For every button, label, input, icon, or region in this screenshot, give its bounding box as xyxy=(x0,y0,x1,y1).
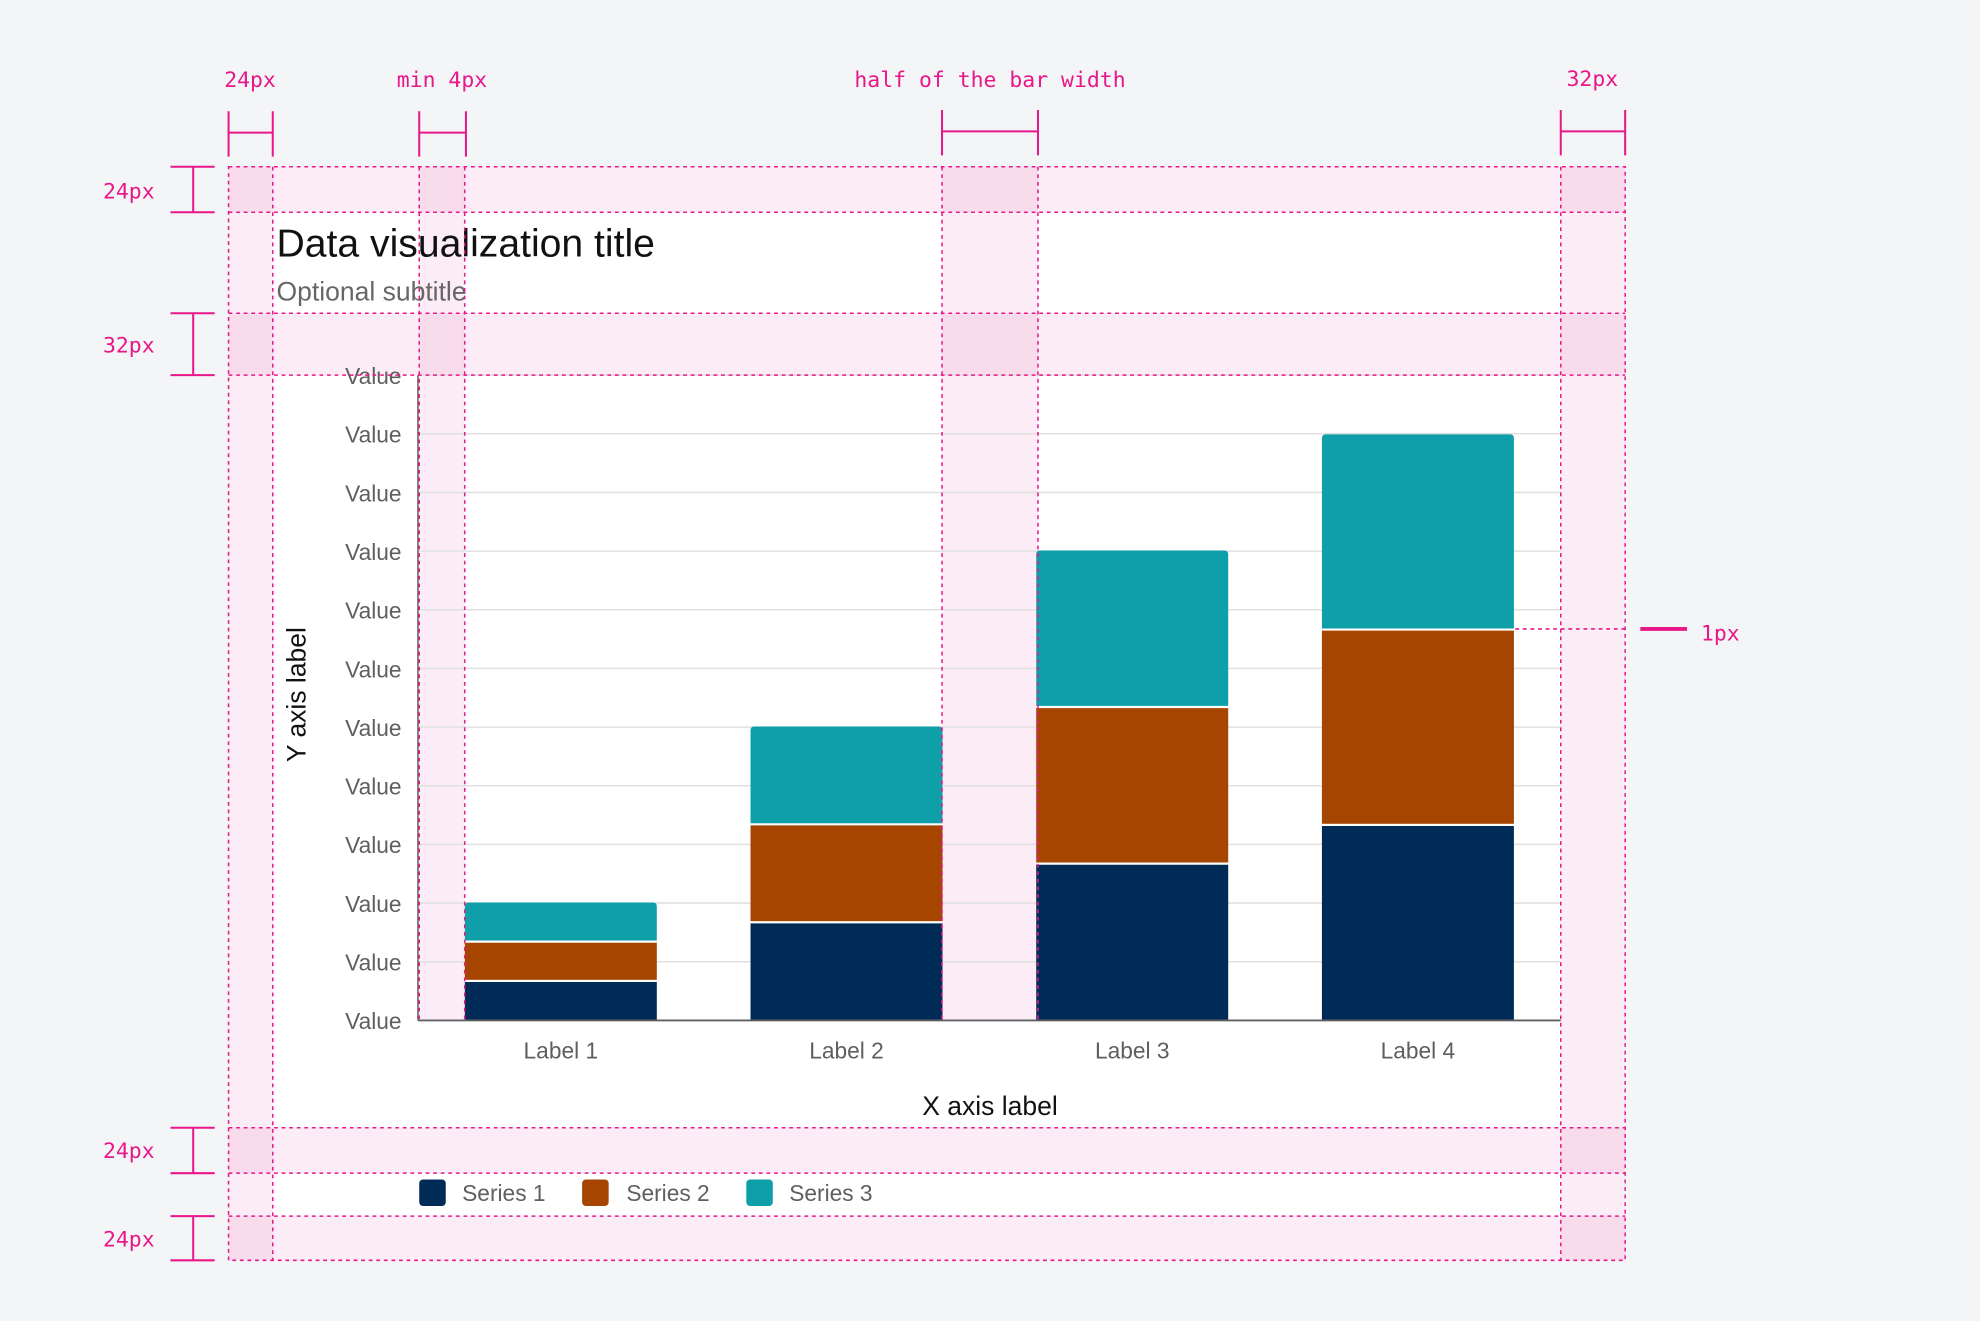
horizontal-measure-left-padding: 24px xyxy=(224,68,276,157)
bar-segment-3-1[interactable] xyxy=(464,902,657,941)
legend-label: Series 3 xyxy=(789,1180,872,1206)
svg-text:32px: 32px xyxy=(1566,67,1618,92)
x-tick-label: Label 2 xyxy=(809,1037,884,1063)
bar-segment-3-3[interactable] xyxy=(1036,550,1229,706)
vertical-measure-bottom-padding: 24px xyxy=(103,1215,215,1262)
legend-swatch xyxy=(419,1179,446,1207)
vertical-measure-top-padding: 24px xyxy=(103,165,215,214)
x-tick-label: Label 1 xyxy=(524,1037,599,1063)
y-axis-label: Y axis label xyxy=(282,627,312,762)
legend-item-series-3[interactable]: Series 3 xyxy=(746,1179,873,1207)
bar-segment-1-3[interactable] xyxy=(1036,863,1229,1021)
y-tick-label: Value xyxy=(345,539,401,565)
x-tick-label: Label 4 xyxy=(1381,1037,1456,1063)
bar-segment-1-2[interactable] xyxy=(750,922,943,1021)
legend-label: Series 1 xyxy=(462,1180,545,1206)
legend-item-series-1[interactable]: Series 1 xyxy=(419,1179,546,1207)
y-tick-label: Value xyxy=(345,1008,401,1034)
chart-subtitle: Optional subtitle xyxy=(277,277,467,307)
bar-segment-2-1[interactable] xyxy=(464,941,657,980)
horizontal-measure-half-bar: half of the bar width xyxy=(854,68,1126,156)
legend-swatch xyxy=(582,1179,609,1207)
svg-text:1px: 1px xyxy=(1701,621,1740,646)
legend-label: Series 2 xyxy=(626,1180,709,1206)
y-tick-label: Value xyxy=(345,950,401,976)
x-tick-label: Label 3 xyxy=(1095,1037,1170,1063)
y-tick-label: Value xyxy=(345,480,401,506)
y-tick-labels: Value Value Value Value Value Value Value Value… xyxy=(345,363,401,1034)
vertical-measure-title-gap: 32px xyxy=(103,312,215,377)
svg-text:24px: 24px xyxy=(103,179,155,204)
svg-text:24px: 24px xyxy=(103,1227,155,1252)
spacing-bands xyxy=(228,166,1626,1261)
y-tick-label: Value xyxy=(345,422,401,448)
bar-segment-3-2[interactable] xyxy=(750,726,943,824)
bar-segment-2-3[interactable] xyxy=(1036,707,1229,863)
vertical-measure-legend-gap: 24px xyxy=(103,1126,215,1175)
guide-lines xyxy=(227,166,1626,1262)
band-bottom xyxy=(228,1216,1626,1261)
band-min-gap xyxy=(419,166,465,1021)
bar-segment-2-2[interactable] xyxy=(750,824,943,922)
y-tick-label: Value xyxy=(345,363,401,389)
band-half-bar xyxy=(942,166,1038,1021)
chart-title: Data visualization title xyxy=(277,222,655,265)
svg-text:min 4px: min 4px xyxy=(397,68,487,93)
legend: Series 1 Series 2 Series 3 xyxy=(419,1179,873,1207)
y-tick-label: Value xyxy=(345,832,401,858)
y-tick-label: Value xyxy=(345,891,401,917)
svg-text:half of the bar width: half of the bar width xyxy=(854,68,1125,93)
y-tick-label: Value xyxy=(345,656,401,682)
redline-annotations: 24px min 4px half of the bar width 32px … xyxy=(103,67,1740,1262)
y-tick-label: Value xyxy=(345,715,401,741)
divider-measure: 1px xyxy=(1640,621,1740,646)
horizontal-measure-right-padding: 32px xyxy=(1559,67,1627,156)
y-tick-label: Value xyxy=(345,774,401,800)
y-tick-label: Value xyxy=(345,598,401,624)
bar-segment-2-4[interactable] xyxy=(1321,629,1514,824)
legend-item-series-2[interactable]: Series 2 xyxy=(582,1179,710,1207)
x-axis-label: X axis label xyxy=(922,1091,1058,1121)
svg-text:24px: 24px xyxy=(103,1139,155,1164)
horizontal-measure-min-gap: min 4px xyxy=(397,68,487,157)
band-legend-gap xyxy=(228,1127,1626,1174)
bar-segment-1-1[interactable] xyxy=(464,981,657,1021)
band-overlaps xyxy=(228,166,1626,1261)
legend-swatch xyxy=(746,1179,773,1207)
x-tick-labels: Label 1 Label 2 Label 3 Label 4 xyxy=(524,1037,1456,1063)
svg-text:24px: 24px xyxy=(224,68,276,93)
svg-text:32px: 32px xyxy=(103,333,155,358)
bar-segment-1-4[interactable] xyxy=(1321,825,1514,1021)
bar-segment-3-4[interactable] xyxy=(1321,434,1514,629)
bars xyxy=(464,434,1514,1021)
